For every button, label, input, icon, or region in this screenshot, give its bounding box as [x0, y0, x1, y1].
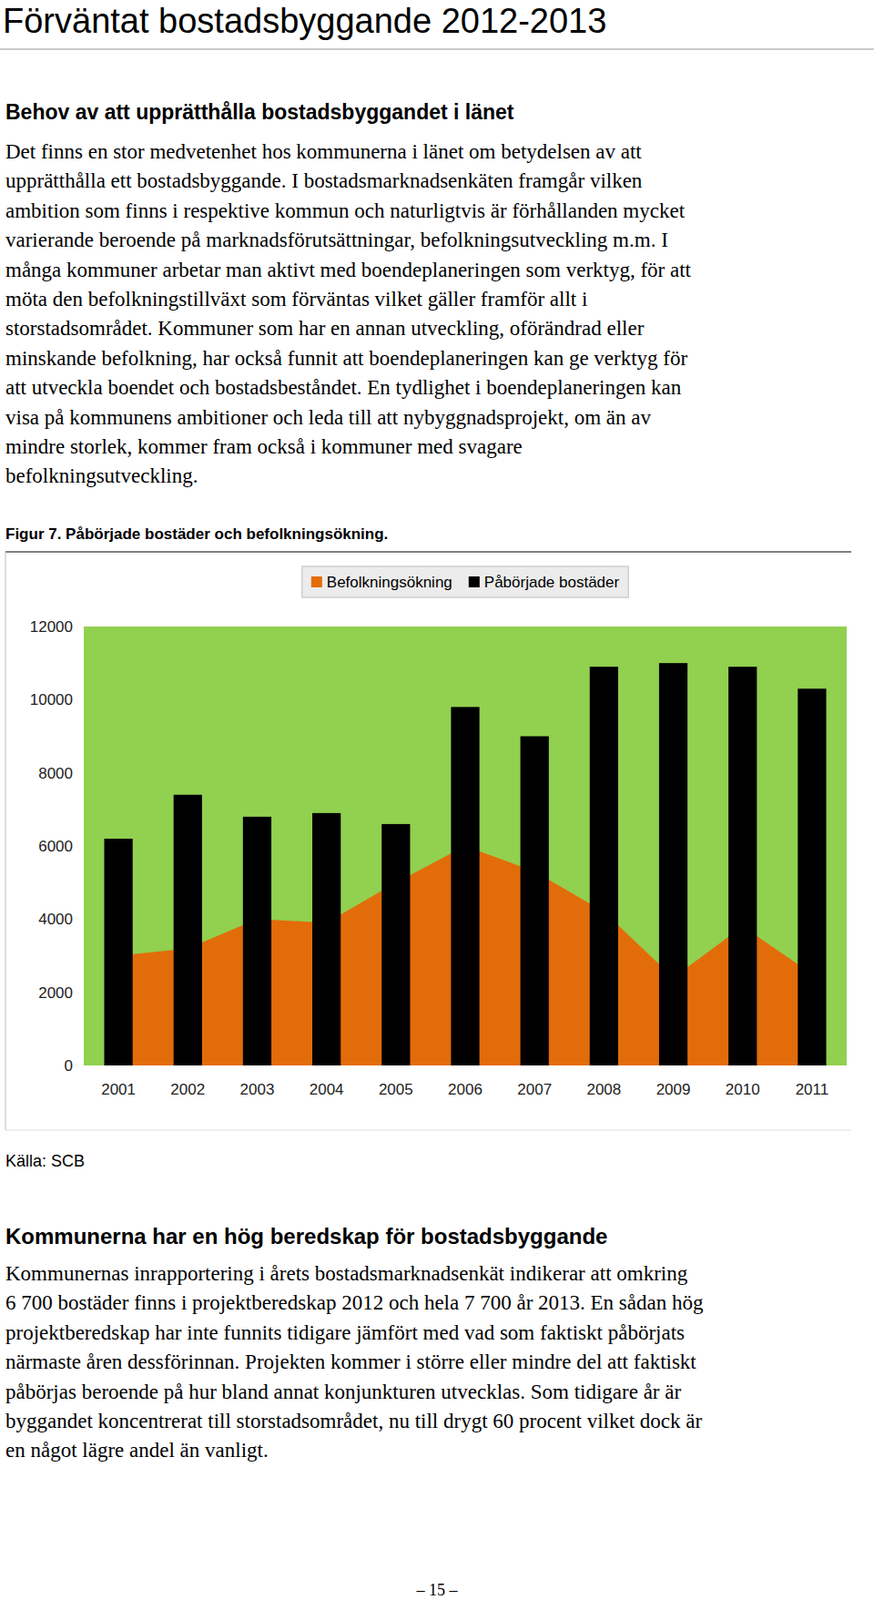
section-heading: Behov av att upprätthålla bostadsbyggand…: [5, 100, 515, 124]
paragraph-line: 6 700 bostäder finns i projektberedskap …: [5, 1290, 704, 1314]
marks: [103, 662, 826, 1066]
y-tick-label: 8000: [38, 764, 73, 783]
figure-source: Källa: SCB: [5, 1151, 85, 1170]
bar: [659, 662, 688, 1066]
legend-swatch: [311, 576, 323, 588]
x-tick-label: 2009: [656, 1080, 692, 1098]
paragraph-line: minskande befolkning, har också funnit a…: [5, 346, 689, 370]
paragraph-line: byggandet koncentrerat till storstadsomr…: [5, 1409, 703, 1433]
paragraph-line: påbörjas beroende på hur bland annat kon…: [5, 1380, 681, 1403]
legend-box: [302, 566, 629, 598]
bar: [728, 666, 757, 1066]
paragraph-line: varierande beroende på marknadsförutsätt…: [5, 228, 669, 252]
x-tick-label: 2008: [586, 1080, 621, 1098]
chart-frame: [5, 551, 7, 1130]
y-tick-label: 6000: [38, 837, 73, 855]
legend: Befolkningsökning Påbörjade bostäder: [302, 566, 629, 598]
legend-label: Befolkningsökning: [326, 573, 453, 591]
y-tick-label: 12000: [30, 618, 73, 636]
x-tick-label: 2003: [240, 1080, 275, 1098]
bar: [589, 666, 619, 1066]
y-tick-label: 2000: [38, 984, 73, 1002]
paragraph-line: en något lägre andel än vanligt.: [5, 1438, 269, 1462]
paragraph-line: projektberedskap har inte funnits tidiga…: [5, 1321, 685, 1344]
legend-label: Påbörjade bostäder: [484, 573, 620, 591]
x-tick-label: 2011: [795, 1080, 830, 1098]
paragraph-line: befolkningsutveckling.: [5, 464, 198, 488]
page-title: Förväntat bostadsbyggande 2012-2013: [2, 1, 607, 41]
bar: [450, 706, 479, 1066]
x-tick-label: 2005: [378, 1080, 414, 1098]
bar: [312, 813, 341, 1066]
paragraph-line: mindre storlek, kommer fram också i komm…: [5, 435, 523, 458]
chart-frame: [5, 1129, 852, 1131]
paragraph-line: närmaste åren dessförinnan. Projekten ko…: [5, 1350, 697, 1373]
page-number: – 15 –: [416, 1580, 459, 1599]
bar: [173, 794, 203, 1066]
section-heading: Kommunerna har en hög beredskap för bost…: [5, 1223, 608, 1249]
paragraph-line: storstadsområdet. Kommuner som har en an…: [5, 316, 645, 340]
bar: [103, 838, 133, 1066]
paragraph-line: möta den befolkningstillväxt som förvänt…: [5, 287, 588, 311]
page: Förväntat bostadsbyggande 2012-2013 Behov…: [0, 0, 874, 1600]
y-tick-label: 0: [64, 1056, 73, 1075]
caption-rule: [5, 551, 852, 553]
x-tick-label: 2004: [309, 1080, 345, 1098]
paragraph-line: många kommuner arbetar man aktivt med bo…: [5, 258, 692, 282]
paragraph-line: ambition som finns i respektive kommun o…: [5, 199, 686, 223]
plot-area: [83, 626, 847, 1066]
paragraph-line: upprätthålla ett bostadsbyggande. I bost…: [5, 169, 643, 193]
y-tick-label: 4000: [38, 910, 73, 928]
legend-swatch: [468, 576, 480, 588]
bar: [381, 823, 410, 1066]
paragraph-line: Det finns en stor medvetenhet hos kommun…: [5, 140, 642, 163]
x-tick-label: 2001: [101, 1080, 136, 1098]
y-tick-label: 10000: [30, 691, 73, 709]
bar: [797, 688, 826, 1066]
x-tick-label: 2007: [517, 1080, 552, 1098]
paragraph-line: Kommunernas inrapportering i årets bosta…: [5, 1261, 689, 1285]
bar: [243, 816, 272, 1066]
paragraph-line: visa på kommunens ambitioner och leda ti…: [5, 406, 652, 429]
x-tick-label: 2010: [725, 1080, 761, 1098]
title-rule: [0, 49, 874, 51]
figure-caption: Figur 7. Påbörjade bostäder och befolkni…: [5, 525, 388, 543]
x-tick-label: 2002: [170, 1080, 205, 1098]
paragraph-line: att utveckla boendet och bostadsbestånde…: [5, 376, 682, 399]
bar: [520, 736, 549, 1067]
x-tick-label: 2006: [447, 1080, 483, 1098]
